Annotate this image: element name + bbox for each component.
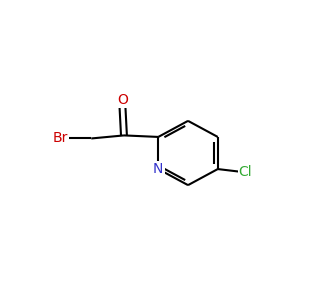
Text: Br: Br (53, 132, 68, 145)
Text: O: O (117, 93, 128, 107)
Text: Cl: Cl (239, 165, 252, 178)
Text: N: N (153, 162, 164, 176)
